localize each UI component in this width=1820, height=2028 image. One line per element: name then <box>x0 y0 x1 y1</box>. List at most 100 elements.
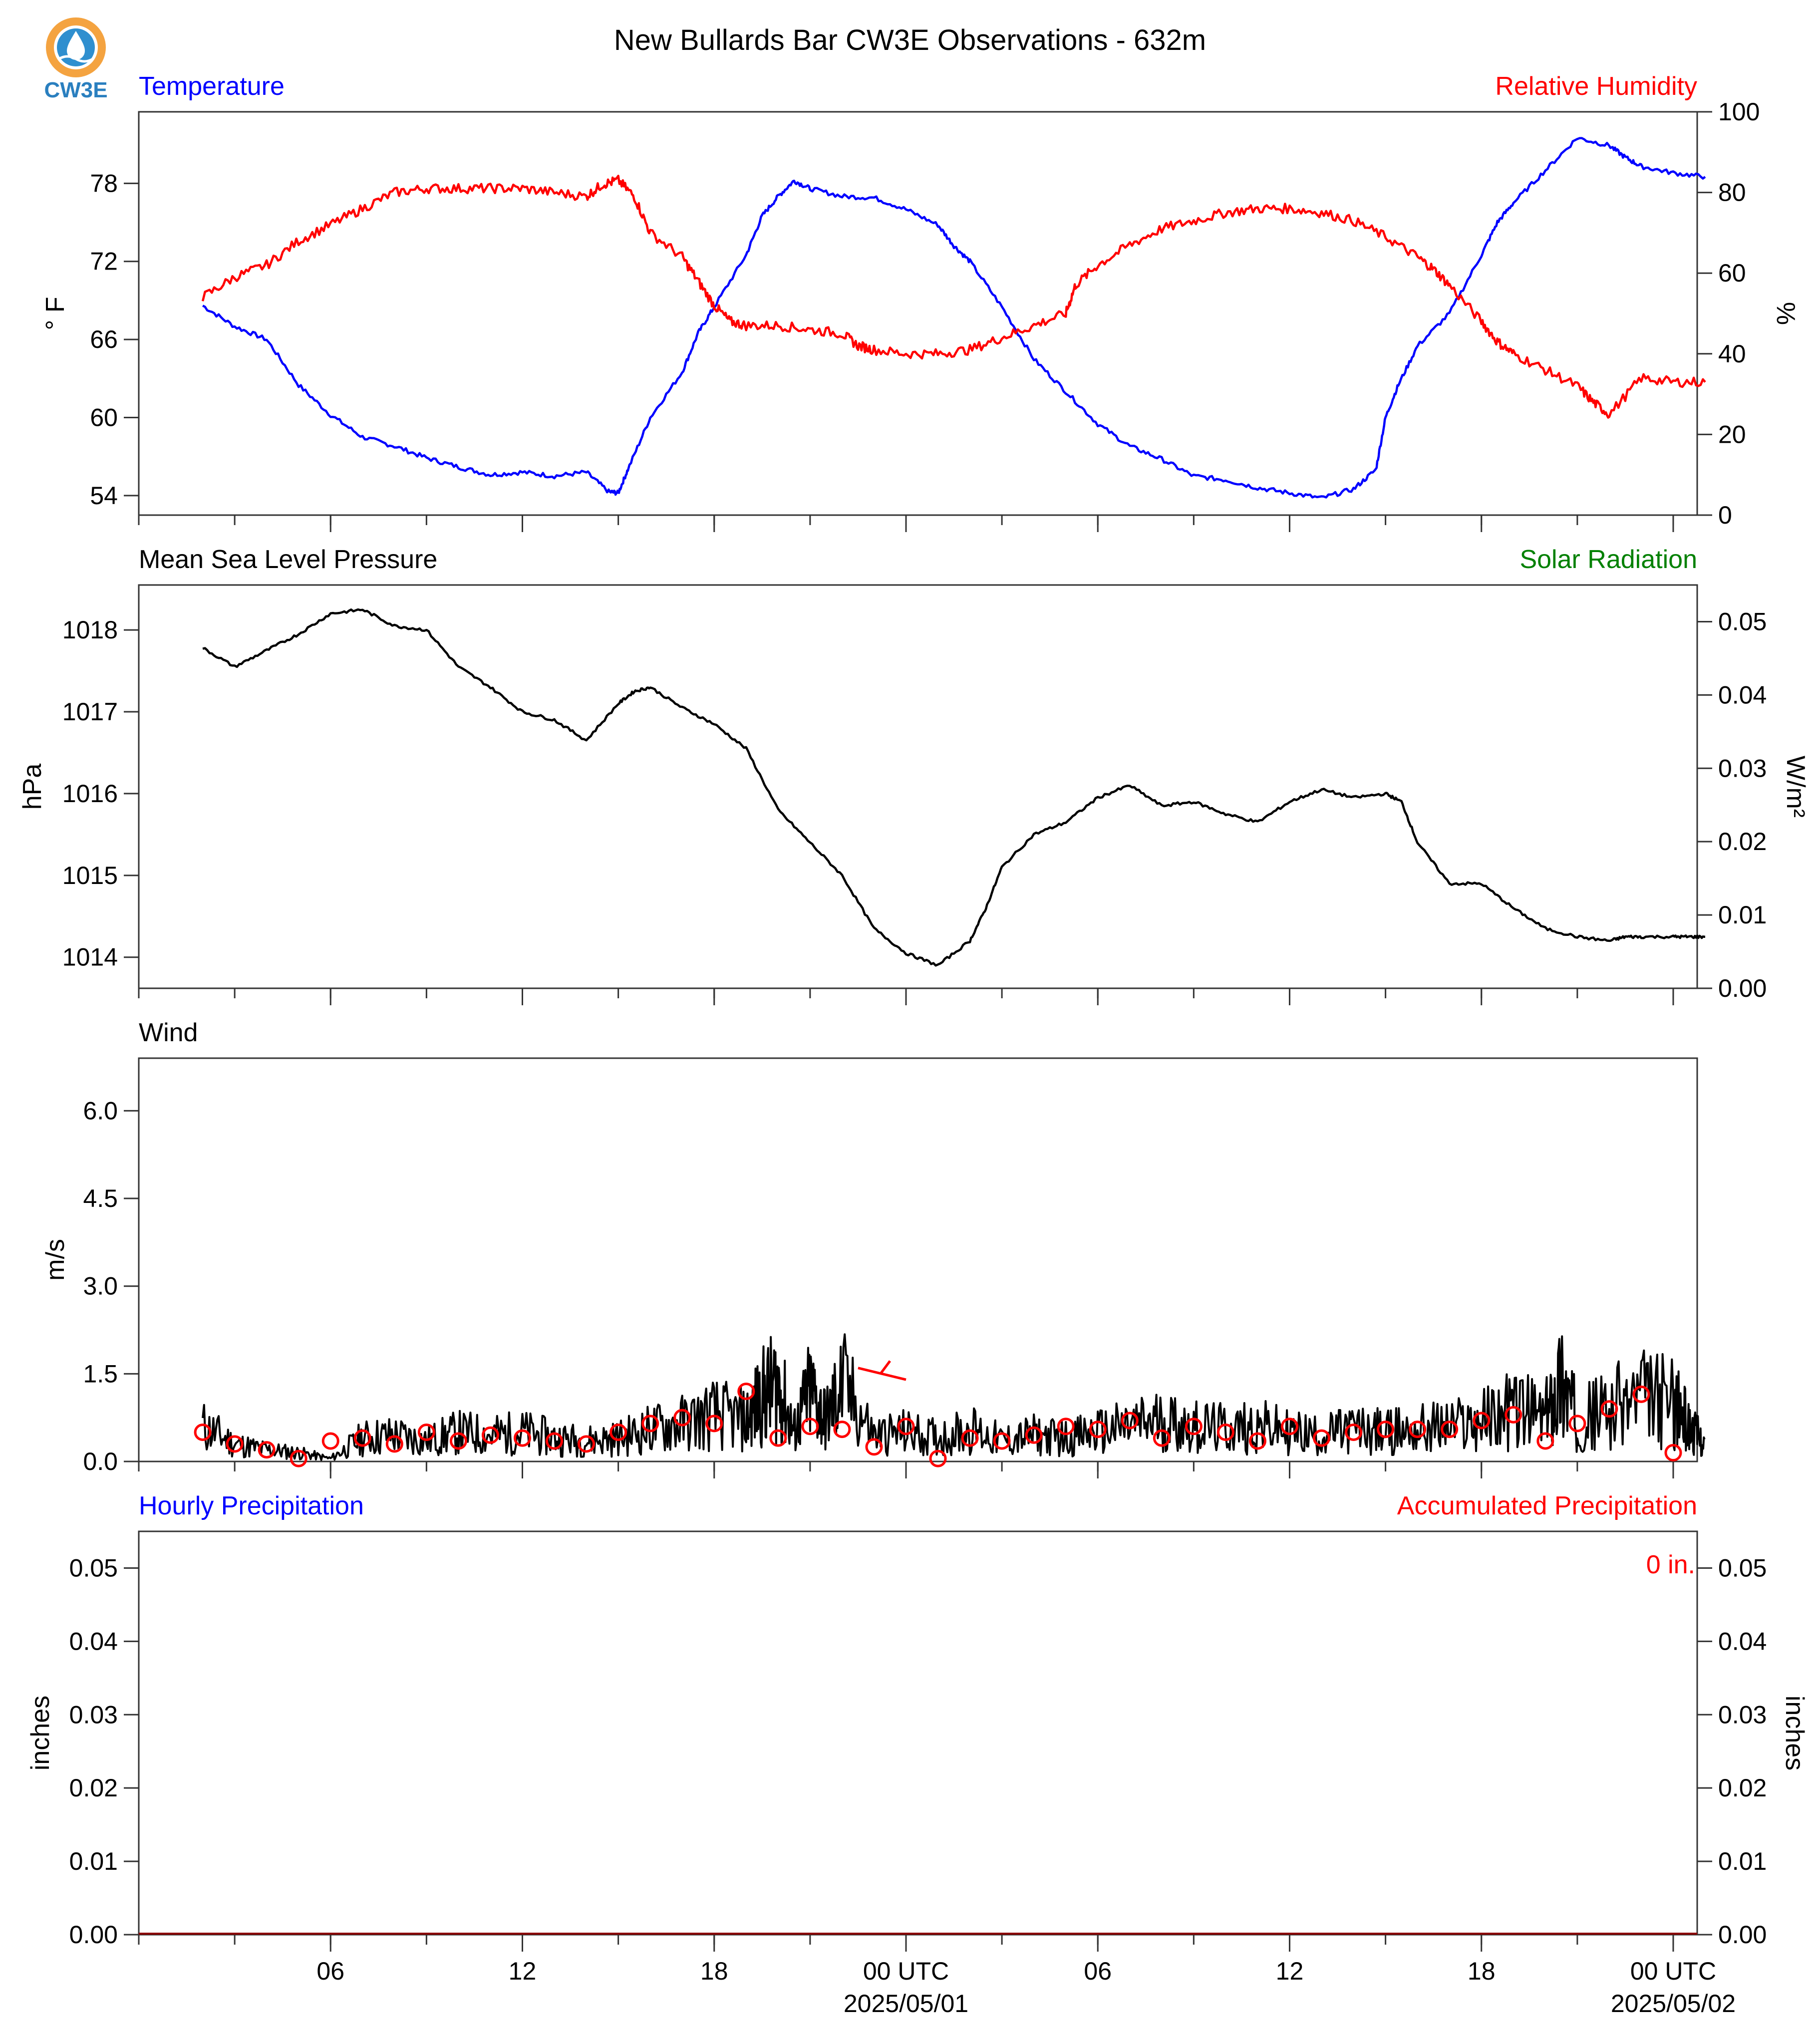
y-right-tick-label: 0.02 <box>1718 1774 1767 1802</box>
wind-barb-icon <box>858 1367 907 1381</box>
humidity-line <box>201 175 1706 419</box>
pressure-axis-title: hPa <box>18 764 47 810</box>
wind-marker <box>897 1418 915 1436</box>
wind-marker <box>833 1421 851 1439</box>
y-tick-label: 60 <box>90 404 118 432</box>
wind-marker <box>993 1432 1011 1450</box>
wind-marker <box>1089 1421 1107 1439</box>
y-right-tick-label: 0.03 <box>1718 754 1767 782</box>
y-tick-label: 0.0 <box>83 1448 118 1475</box>
y-tick-label: 0.02 <box>69 1774 118 1802</box>
wind-marker <box>258 1441 276 1459</box>
wind-marker <box>769 1429 787 1447</box>
wind-marker <box>801 1418 819 1436</box>
y-tick-label: 78 <box>90 169 118 197</box>
wind-marker <box>1025 1426 1043 1444</box>
wind-marker <box>321 1432 339 1450</box>
wind-marker <box>578 1435 596 1453</box>
wind-marker <box>417 1423 435 1441</box>
y-tick-label: 0.03 <box>69 1701 118 1729</box>
hourly-precip-label: Hourly Precipitation <box>139 1491 364 1520</box>
y-tick-label: 0.04 <box>69 1627 118 1655</box>
wind-marker <box>290 1449 307 1467</box>
wind-marker <box>513 1429 531 1447</box>
wind-marker <box>385 1435 403 1453</box>
y-right-tick-label: 0.01 <box>1718 1847 1767 1875</box>
wind-marker <box>1473 1412 1491 1430</box>
wind-marker <box>1377 1421 1395 1439</box>
y-right-tick-label: 0 <box>1718 501 1732 529</box>
accumulated-precip-label: Accumulated Precipitation <box>1397 1491 1697 1520</box>
precip-axis-title: inches <box>26 1696 55 1770</box>
wind-marker <box>1505 1406 1522 1424</box>
panel-4-ticks: 0.00 0.01 0.02 0.03 0.04 0.05 0.00 0.01 0.02 0.03… <box>69 1554 1767 1952</box>
cw3e-logo: CW3E <box>44 17 108 102</box>
wind-marker <box>1441 1421 1459 1439</box>
y-right-tick-label: 20 <box>1718 420 1746 448</box>
wind-barb-flag <box>879 1360 891 1375</box>
wind-marker <box>194 1423 212 1441</box>
pressure-label: Mean Sea Level Pressure <box>139 545 437 574</box>
x-tick-label: 12 <box>509 1957 537 1985</box>
logo-text: CW3E <box>44 78 107 102</box>
y-right-tick-label: 0.04 <box>1718 1627 1767 1655</box>
wind-marker <box>1057 1418 1075 1436</box>
panel-3-frame <box>138 1057 1698 1462</box>
wind-marker <box>1568 1415 1586 1433</box>
y-tick-label: 1015 <box>62 862 118 889</box>
y-tick-label: 6.0 <box>83 1097 118 1125</box>
x-date-label: 2025/05/02 <box>1611 1990 1736 2018</box>
y-right-tick-label: 0.05 <box>1718 1554 1767 1582</box>
y-tick-label: 4.5 <box>83 1184 118 1212</box>
wind-axis-title: m/s <box>41 1239 70 1281</box>
logo-drop-icon <box>67 31 85 60</box>
solar-radiation-label: Solar Radiation <box>1519 545 1697 574</box>
wind-marker <box>1216 1423 1234 1441</box>
x-tick-label: 18 <box>1468 1957 1496 1985</box>
temperature-label: Temperature <box>139 72 285 101</box>
y-right-tick-label: 0.04 <box>1718 681 1767 709</box>
y-tick-label: 1.5 <box>83 1360 118 1388</box>
pressure-line <box>202 608 1705 967</box>
y-tick-label: 3.0 <box>83 1272 118 1300</box>
y-right-tick-label: 0.03 <box>1718 1701 1767 1729</box>
wind-marker <box>1536 1432 1554 1450</box>
wind-marker <box>705 1415 723 1433</box>
y-tick-label: 72 <box>90 248 118 276</box>
humidity-axis-title: % <box>1771 302 1800 325</box>
y-right-tick-label: 60 <box>1718 259 1746 287</box>
wind-marker <box>609 1423 627 1441</box>
y-tick-label: 0.00 <box>69 1921 118 1949</box>
wind-marker <box>546 1432 564 1450</box>
y-right-tick-label: 40 <box>1718 340 1746 368</box>
temperature-line <box>202 137 1706 499</box>
temperature-axis-title: ° F <box>41 296 70 330</box>
wind-marker <box>226 1435 244 1453</box>
panel-3-ticks: 0.0 1.5 3.0 4.5 6.0 <box>83 1097 1674 1478</box>
wind-marker <box>673 1409 691 1427</box>
x-tick-label: 00 UTC <box>863 1957 949 1985</box>
y-right-tick-label: 80 <box>1718 179 1746 207</box>
y-tick-label: 0.05 <box>69 1554 118 1582</box>
wind-marker <box>1280 1418 1298 1436</box>
x-tick-label: 12 <box>1276 1957 1304 1985</box>
y-tick-label: 1016 <box>62 780 118 808</box>
y-right-tick-label: 0.05 <box>1718 607 1767 635</box>
x-axis-labels: 06 12 18 00 UTC 06 12 18 00 UTC 2025/05/01 2025/0… <box>316 1957 1736 2018</box>
relative-humidity-label: Relative Humidity <box>1495 72 1697 101</box>
y-right-tick-label: 0.00 <box>1718 974 1767 1002</box>
y-tick-label: 1017 <box>62 698 118 726</box>
chart-title: New Bullards Bar CW3E Observations - 632… <box>614 24 1206 56</box>
logo-wave-icon <box>58 55 94 63</box>
solar-axis-title: W/m² <box>1781 756 1810 818</box>
wind-marker <box>1345 1423 1363 1441</box>
wind-marker <box>449 1432 467 1450</box>
panel-1-ticks: 54 60 66 72 78 0 20 40 60 80 100 <box>90 98 1760 532</box>
y-tick-label: 1018 <box>62 616 118 644</box>
x-date-label: 2025/05/01 <box>844 1990 968 2018</box>
wind-marker <box>865 1438 883 1456</box>
panel-1-frame <box>138 111 1698 516</box>
x-tick-label: 00 UTC <box>1630 1957 1716 1985</box>
wind-marker <box>1313 1429 1331 1447</box>
